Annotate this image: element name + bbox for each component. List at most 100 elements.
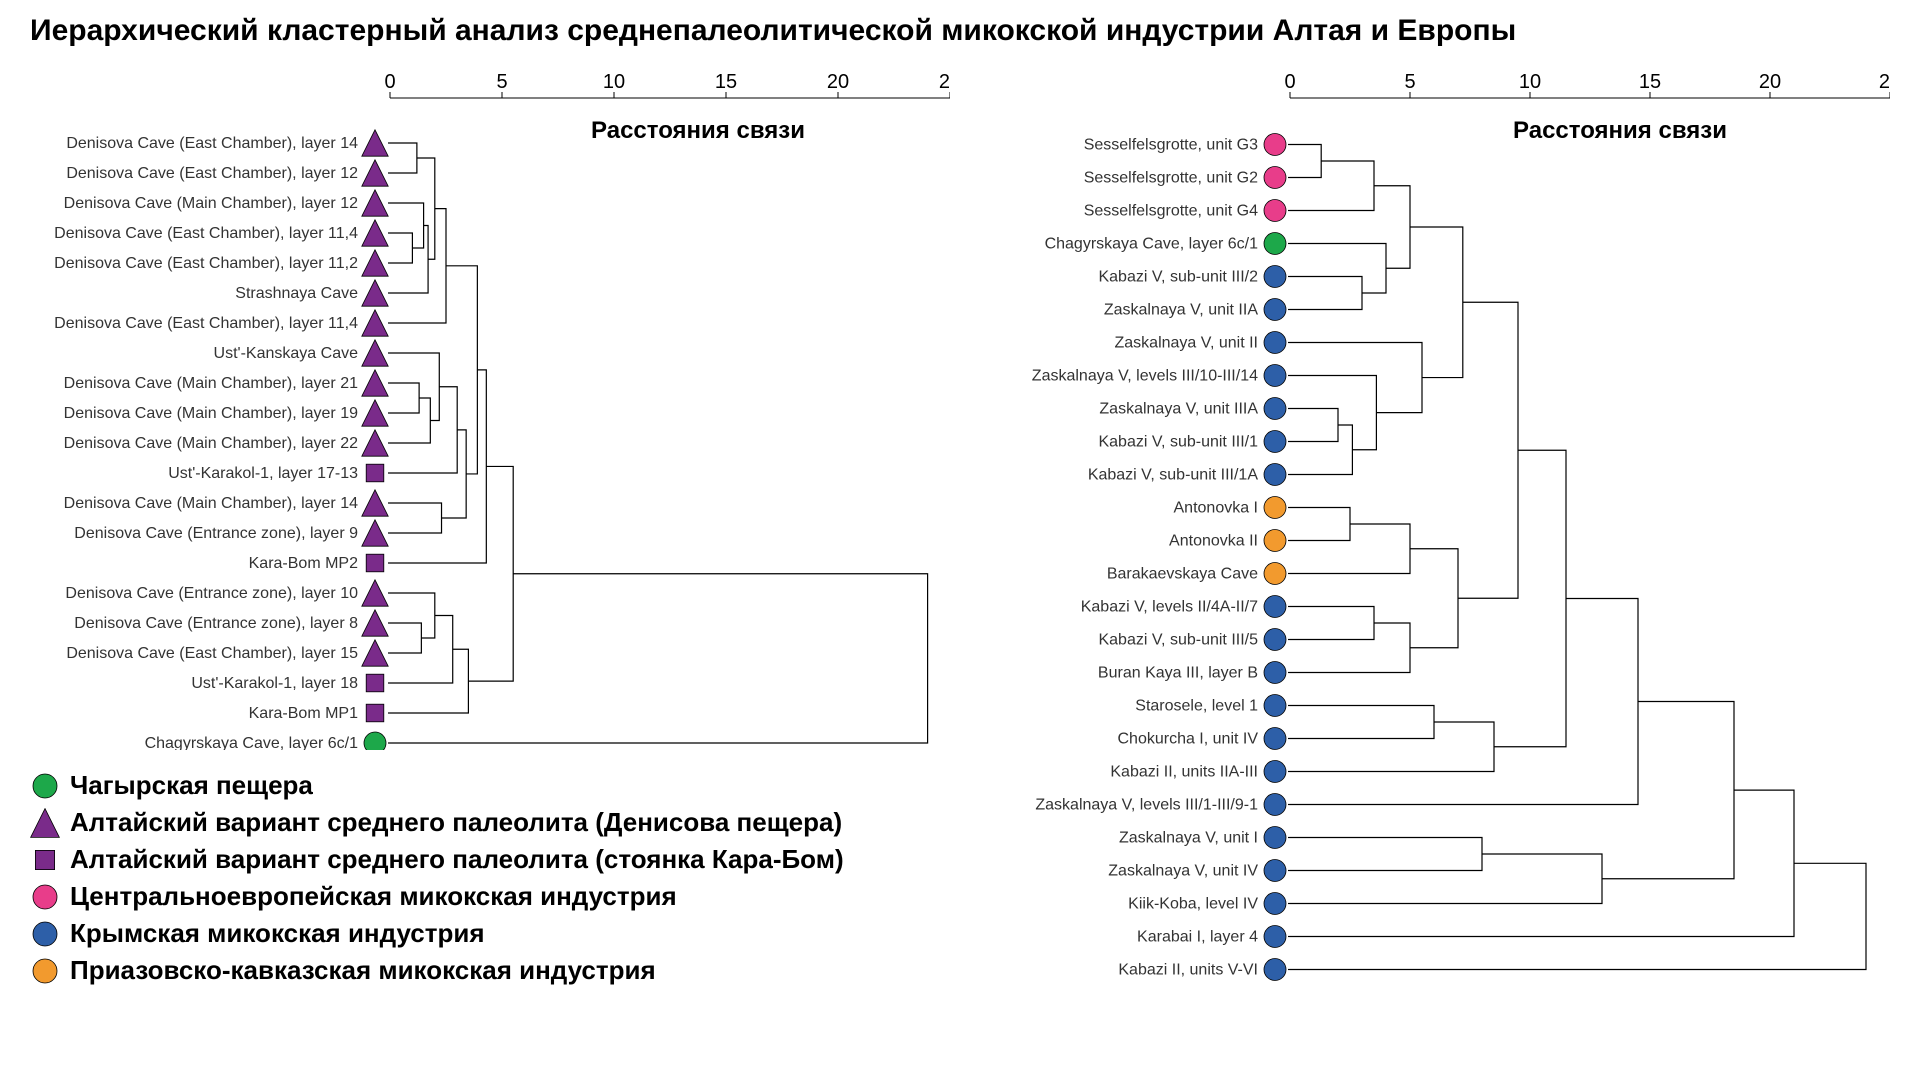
svg-text:20: 20 (827, 71, 849, 93)
leaf-marker (1264, 398, 1286, 420)
leaf-label: Denisova Cave (East Chamber), layer 11,4 (54, 225, 358, 242)
leaf-label: Sesselfelsgrotte, unit G4 (1084, 203, 1258, 220)
leaf-label: Kabazi V, sub-unit III/5 (1098, 632, 1258, 649)
leaf-marker (1264, 299, 1286, 321)
legend-row: Алтайский вариант среднего палеолита (Де… (30, 807, 844, 838)
leaf-marker (362, 220, 388, 246)
leaf-label: Kabazi II, units IIA-III (1110, 764, 1258, 781)
legend-label: Чагырская пещера (70, 770, 313, 801)
leaf-label: Denisova Cave (East Chamber), layer 14 (66, 135, 358, 152)
leaf-marker (1264, 563, 1286, 585)
leaf-label: Denisova Cave (Main Chamber), layer 21 (64, 375, 358, 392)
leaf-marker (362, 610, 388, 636)
leaf-label: Sesselfelsgrotte, unit G3 (1084, 137, 1258, 154)
leaf-label: Zaskalnaya V, unit IV (1108, 863, 1258, 880)
leaf-label: Zaskalnaya V, unit IIA (1104, 302, 1258, 319)
leaf-marker (362, 280, 388, 306)
leaf-label: Zaskalnaya V, unit I (1119, 830, 1258, 847)
leaf-marker (362, 160, 388, 186)
leaf-label: Denisova Cave (East Chamber), layer 11,2 (54, 255, 358, 272)
svg-text:0: 0 (384, 71, 395, 93)
leaf-label: Denisova Cave (East Chamber), layer 11,4 (54, 315, 358, 332)
legend-marker (30, 808, 60, 838)
svg-text:15: 15 (1639, 71, 1661, 93)
leaf-label: Buran Kaya III, layer B (1098, 665, 1258, 682)
leaf-label: Ust'-Karakol-1, layer 17-13 (168, 465, 358, 482)
leaf-label: Denisova Cave (Main Chamber), layer 22 (64, 435, 358, 452)
leaf-label: Barakaevskaya Cave (1107, 566, 1258, 583)
leaf-label: Denisova Cave (Entrance zone), layer 10 (65, 585, 358, 602)
leaf-label: Kara-Bom MP2 (249, 555, 358, 572)
legend-marker (30, 771, 60, 801)
svg-text:Расстояния связи: Расстояния связи (591, 117, 805, 144)
leaf-marker (1264, 233, 1286, 255)
leaf-label: Starosele, level 1 (1135, 698, 1258, 715)
legend-marker (30, 956, 60, 986)
leaf-marker (362, 640, 388, 666)
legend-row: Крымская микокская индустрия (30, 918, 844, 949)
leaf-marker (362, 370, 388, 396)
leaf-label: Karabai I, layer 4 (1137, 929, 1258, 946)
leaf-marker (1264, 827, 1286, 849)
leaf-marker (362, 250, 388, 276)
legend: Чагырская пещера Алтайский вариант средне… (30, 770, 844, 992)
page-title: Иерархический кластерный анализ среднепа… (30, 14, 1890, 48)
leaf-marker (362, 520, 388, 546)
leaf-label: Chagyrskaya Cave, layer 6c/1 (1045, 236, 1259, 253)
leaf-marker (1264, 728, 1286, 750)
leaf-marker (362, 430, 388, 456)
leaf-marker (1264, 629, 1286, 651)
leaf-marker (366, 464, 384, 482)
leaf-label: Denisova Cave (Main Chamber), layer 19 (64, 405, 358, 422)
leaf-marker (1264, 497, 1286, 519)
legend-row: Чагырская пещера (30, 770, 844, 801)
leaf-label: Chagyrskaya Cave, layer 6c/1 (145, 735, 359, 750)
leaf-marker (1264, 860, 1286, 882)
leaf-marker (1264, 200, 1286, 222)
leaf-label: Kabazi V, sub-unit III/1 (1098, 434, 1258, 451)
leaf-label: Denisova Cave (East Chamber), layer 12 (66, 165, 358, 182)
leaf-label: Antonovka II (1169, 533, 1258, 550)
leaf-label: Kabazi II, units V-VI (1118, 962, 1258, 979)
leaf-marker (362, 490, 388, 516)
leaf-marker (362, 340, 388, 366)
leaf-marker (366, 554, 384, 572)
leaf-marker (366, 674, 384, 692)
legend-row: Центральноевропейская микокская индустри… (30, 881, 844, 912)
leaf-marker (1264, 695, 1286, 717)
leaf-label: Sesselfelsgrotte, unit G2 (1084, 170, 1258, 187)
leaf-label: Denisova Cave (East Chamber), layer 15 (66, 645, 358, 662)
left-dendrogram: 0510152025Расстояния связиDenisova Cave … (30, 70, 950, 750)
legend-row: Приазовско-кавказская микокская индустри… (30, 955, 844, 986)
leaf-marker (1264, 926, 1286, 948)
leaf-label: Ust'-Karakol-1, layer 18 (191, 675, 358, 692)
leaf-marker (1264, 893, 1286, 915)
leaf-marker (1264, 596, 1286, 618)
leaf-label: Denisova Cave (Entrance zone), layer 9 (74, 525, 358, 542)
leaf-label: Denisova Cave (Main Chamber), layer 12 (64, 195, 358, 212)
leaf-marker (1264, 959, 1286, 981)
leaf-label: Denisova Cave (Main Chamber), layer 14 (64, 495, 358, 512)
leaf-marker (1264, 794, 1286, 816)
legend-label: Центральноевропейская микокская индустри… (70, 881, 677, 912)
leaf-marker (362, 400, 388, 426)
svg-text:15: 15 (715, 71, 737, 93)
leaf-label: Zaskalnaya V, unit II (1115, 335, 1259, 352)
leaf-label: Kara-Bom MP1 (249, 705, 358, 722)
legend-marker (30, 882, 60, 912)
svg-text:20: 20 (1759, 71, 1781, 93)
leaf-marker (1264, 464, 1286, 486)
leaf-label: Kabazi V, sub-unit III/1A (1088, 467, 1259, 484)
legend-label: Алтайский вариант среднего палеолита (ст… (70, 844, 844, 875)
leaf-label: Zaskalnaya V, levels III/10-III/14 (1032, 368, 1258, 385)
legend-row: Алтайский вариант среднего палеолита (ст… (30, 844, 844, 875)
leaf-marker (1264, 266, 1286, 288)
right-dendrogram: 0510152025Расстояния связиSesselfelsgrot… (970, 70, 1890, 1000)
leaf-label: Kabazi V, sub-unit III/2 (1098, 269, 1258, 286)
leaf-marker (1264, 761, 1286, 783)
leaf-marker (362, 580, 388, 606)
leaf-marker (1264, 365, 1286, 387)
leaf-marker (1264, 431, 1286, 453)
leaf-marker (1264, 134, 1286, 156)
leaf-label: Zaskalnaya V, levels III/1-III/9-1 (1035, 797, 1258, 814)
